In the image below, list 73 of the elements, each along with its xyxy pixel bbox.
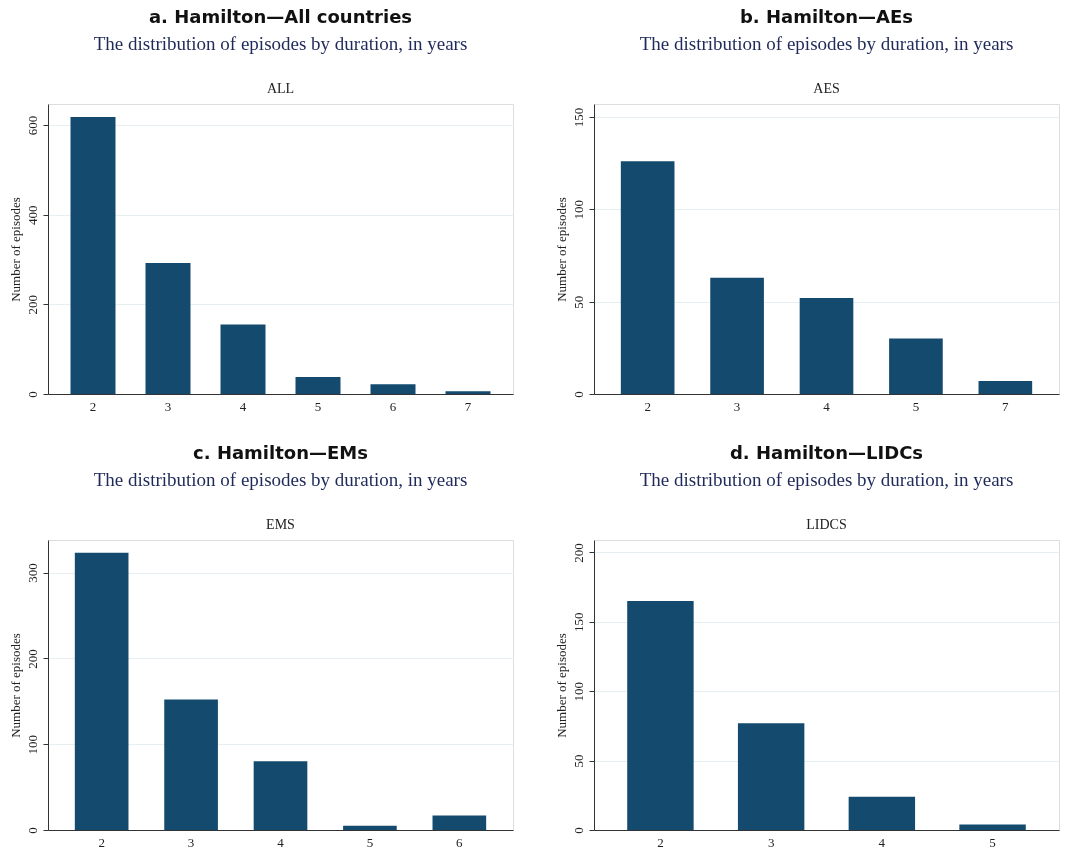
chart-title: a. Hamilton—All countries xyxy=(148,6,413,27)
chart-title: b. Hamilton—AEs xyxy=(739,6,914,27)
bar xyxy=(889,338,943,394)
y-tick-label: 0 xyxy=(570,391,586,398)
bar xyxy=(343,825,397,830)
bar xyxy=(710,277,764,394)
bar xyxy=(432,815,487,830)
chart-title: c. Hamilton—EMs xyxy=(193,442,368,463)
text: LIDCS xyxy=(806,517,847,532)
x-tick-label: 3 xyxy=(733,398,741,414)
y-axis-title: Number of episodes xyxy=(7,197,23,302)
x-tick-label: 2 xyxy=(98,834,105,850)
x-tick-label: 3 xyxy=(187,834,195,850)
bar xyxy=(70,117,116,394)
text: ALL xyxy=(266,81,295,96)
bar xyxy=(145,263,191,394)
y-axis-title: Number of episodes xyxy=(7,633,23,738)
y-tick-label: 200 xyxy=(24,649,40,669)
x-tick-label: 4 xyxy=(239,398,247,414)
y-tick-label: 600 xyxy=(24,115,40,136)
bar xyxy=(799,297,854,394)
x-tick-label: 2 xyxy=(657,834,664,850)
y-tick-label: 100 xyxy=(570,200,586,220)
x-tick-label: 4 xyxy=(823,398,831,414)
x-tick-label: 5 xyxy=(366,834,374,850)
bar xyxy=(620,161,675,394)
x-tick-label: 6 xyxy=(389,398,397,414)
chart-subtitle: The distribution of episodes by duration, in years xyxy=(93,469,468,490)
y-tick-label: 150 xyxy=(570,612,586,633)
x-tick-label: 3 xyxy=(164,398,172,414)
x-tick-label: 2 xyxy=(89,398,97,414)
y-tick-label: 400 xyxy=(24,205,40,225)
y-axis-title: Number of episodes xyxy=(553,197,569,302)
y-axis-title: Number of episodes xyxy=(553,633,569,738)
y-tick-label: 50 xyxy=(570,295,586,309)
x-tick-label: 7 xyxy=(1002,398,1010,414)
x-tick-label: 2 xyxy=(644,398,651,414)
x-tick-label: 4 xyxy=(277,834,285,850)
y-tick-label: 50 xyxy=(570,754,586,768)
bar xyxy=(220,324,266,394)
y-tick-label: 300 xyxy=(24,563,40,583)
bar xyxy=(978,381,1033,394)
bar xyxy=(848,796,916,830)
x-tick-label: 5 xyxy=(989,834,996,850)
y-tick-label: 0 xyxy=(24,391,40,398)
x-tick-label: 3 xyxy=(767,834,775,850)
y-tick-label: 100 xyxy=(570,681,586,702)
y-tick-label: 200 xyxy=(570,543,586,563)
chart-subtitle: The distribution of episodes by duration, in years xyxy=(639,33,1014,54)
bar xyxy=(370,384,416,394)
bar xyxy=(295,376,341,394)
y-tick-label: 200 xyxy=(24,295,40,315)
x-tick-label: 5 xyxy=(314,398,322,414)
x-tick-label: 5 xyxy=(912,398,920,414)
bar xyxy=(627,601,694,830)
bar xyxy=(445,391,491,394)
bar xyxy=(737,723,805,830)
chart-title: d. Hamilton—LIDCs xyxy=(729,442,924,463)
y-tick-label: 100 xyxy=(24,734,40,755)
y-tick-label: 0 xyxy=(570,827,586,834)
y-tick-label: 0 xyxy=(24,827,40,834)
bar xyxy=(253,761,308,830)
y-tick-label: 150 xyxy=(570,107,586,128)
x-tick-label: 7 xyxy=(464,398,472,414)
x-tick-label: 4 xyxy=(878,834,886,850)
bar xyxy=(959,824,1026,830)
text: AES xyxy=(813,81,840,96)
text: EMS xyxy=(266,517,295,532)
bar xyxy=(74,552,129,830)
chart-subtitle: The distribution of episodes by duration, in years xyxy=(93,33,468,54)
x-tick-label: 6 xyxy=(456,834,464,850)
bar xyxy=(164,699,218,830)
chart-subtitle: The distribution of episodes by duration, in years xyxy=(639,469,1014,490)
